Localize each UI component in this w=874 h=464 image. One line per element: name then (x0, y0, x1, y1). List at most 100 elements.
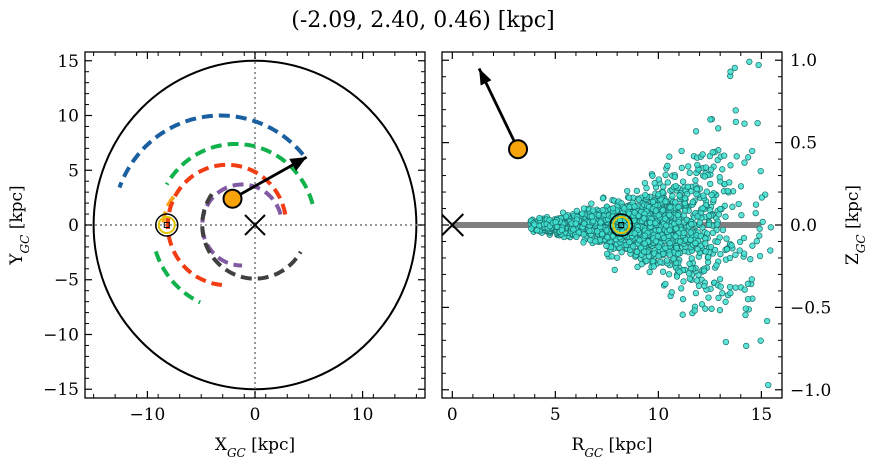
star-point (699, 205, 706, 212)
star-point (696, 219, 704, 226)
star-point (586, 227, 593, 235)
star-point (635, 196, 642, 203)
sun-yellow-ring (612, 216, 631, 234)
star-point (613, 254, 621, 261)
star-point (693, 277, 701, 284)
star-point (694, 161, 701, 169)
star-point (651, 180, 658, 187)
star-point (680, 229, 687, 237)
star-point (685, 270, 693, 277)
y-tick-label: 10 (57, 107, 79, 127)
star-point (604, 234, 611, 241)
star-point (579, 210, 586, 217)
star-point (711, 246, 719, 254)
star-point (731, 64, 738, 72)
star-point (702, 240, 709, 247)
sun-outer-ring (155, 213, 179, 237)
x-axis-label-left: XGC [kpc] (215, 435, 295, 460)
star-point (626, 239, 633, 246)
star-point (659, 189, 666, 196)
star-point (672, 225, 680, 232)
star-point (726, 254, 734, 262)
star-point (708, 191, 715, 199)
star-point (678, 285, 685, 292)
y-axis-label-left-part: GC (18, 235, 32, 254)
star-point (759, 218, 766, 226)
star-point (740, 234, 748, 242)
sun-center-dot (618, 222, 625, 228)
star-point (685, 163, 692, 170)
y-tick-label: −15 (43, 380, 79, 400)
star-point (714, 221, 721, 228)
star-point (757, 167, 764, 175)
star-point (588, 213, 596, 220)
star-point (599, 195, 607, 202)
star-point (767, 247, 774, 254)
star-point (609, 213, 617, 220)
star-point (534, 227, 541, 234)
star-point (735, 200, 742, 208)
star-point (705, 294, 712, 301)
star-point (756, 225, 763, 232)
star-point (687, 229, 694, 236)
star-point (758, 194, 766, 201)
star-point (659, 268, 667, 275)
y-tick-label: −10 (43, 325, 79, 345)
star-point (681, 195, 689, 202)
x-tick-label: 5 (550, 405, 561, 425)
star-point (716, 174, 723, 181)
star-point (707, 166, 715, 173)
star-point (676, 192, 683, 199)
star-point (643, 184, 650, 192)
star-point (684, 183, 692, 190)
star-point (692, 128, 700, 135)
star-point (727, 68, 734, 75)
x-axis-label-left-part: X (215, 435, 228, 455)
x-axis-label-left-part: [kpc] (246, 435, 295, 455)
star-point (669, 192, 676, 200)
x-tick-label: 0 (447, 405, 458, 425)
star-point (686, 275, 693, 282)
star-point (589, 207, 597, 214)
star-point (724, 187, 731, 195)
star-point (630, 243, 637, 250)
star-point (664, 179, 671, 186)
star-point (672, 199, 679, 206)
stars-group (527, 58, 774, 389)
star-point (742, 311, 749, 319)
star-point (732, 284, 739, 291)
star-point (716, 275, 724, 283)
star-point (621, 205, 628, 212)
spiral-arm-1 (164, 142, 315, 205)
star-point (748, 276, 755, 283)
star-point (650, 263, 657, 270)
star-point (640, 215, 648, 222)
x-tick-label: 15 (751, 405, 773, 425)
star-point (672, 182, 679, 190)
star-point (692, 239, 699, 247)
star-point (592, 238, 599, 245)
star-point (749, 242, 756, 249)
plot-area-right (442, 58, 774, 389)
star-point (631, 230, 638, 237)
y-axis-label-left-part: [kpc] (7, 185, 27, 234)
star-point (594, 228, 601, 235)
star-point (599, 207, 606, 214)
gc-cross-line2 (244, 214, 266, 236)
star-point (664, 162, 671, 170)
star-point (700, 267, 708, 275)
star-point (641, 248, 648, 255)
star-point (631, 209, 638, 216)
star-point (717, 250, 724, 258)
star-point (705, 212, 713, 219)
star-point (675, 203, 682, 211)
star-point (755, 61, 762, 69)
star-point (733, 153, 740, 160)
star-point (588, 200, 595, 207)
star-point (573, 207, 580, 215)
star-point (624, 187, 631, 195)
star-point (723, 246, 731, 253)
star-point (738, 211, 745, 219)
star-point (558, 226, 565, 234)
